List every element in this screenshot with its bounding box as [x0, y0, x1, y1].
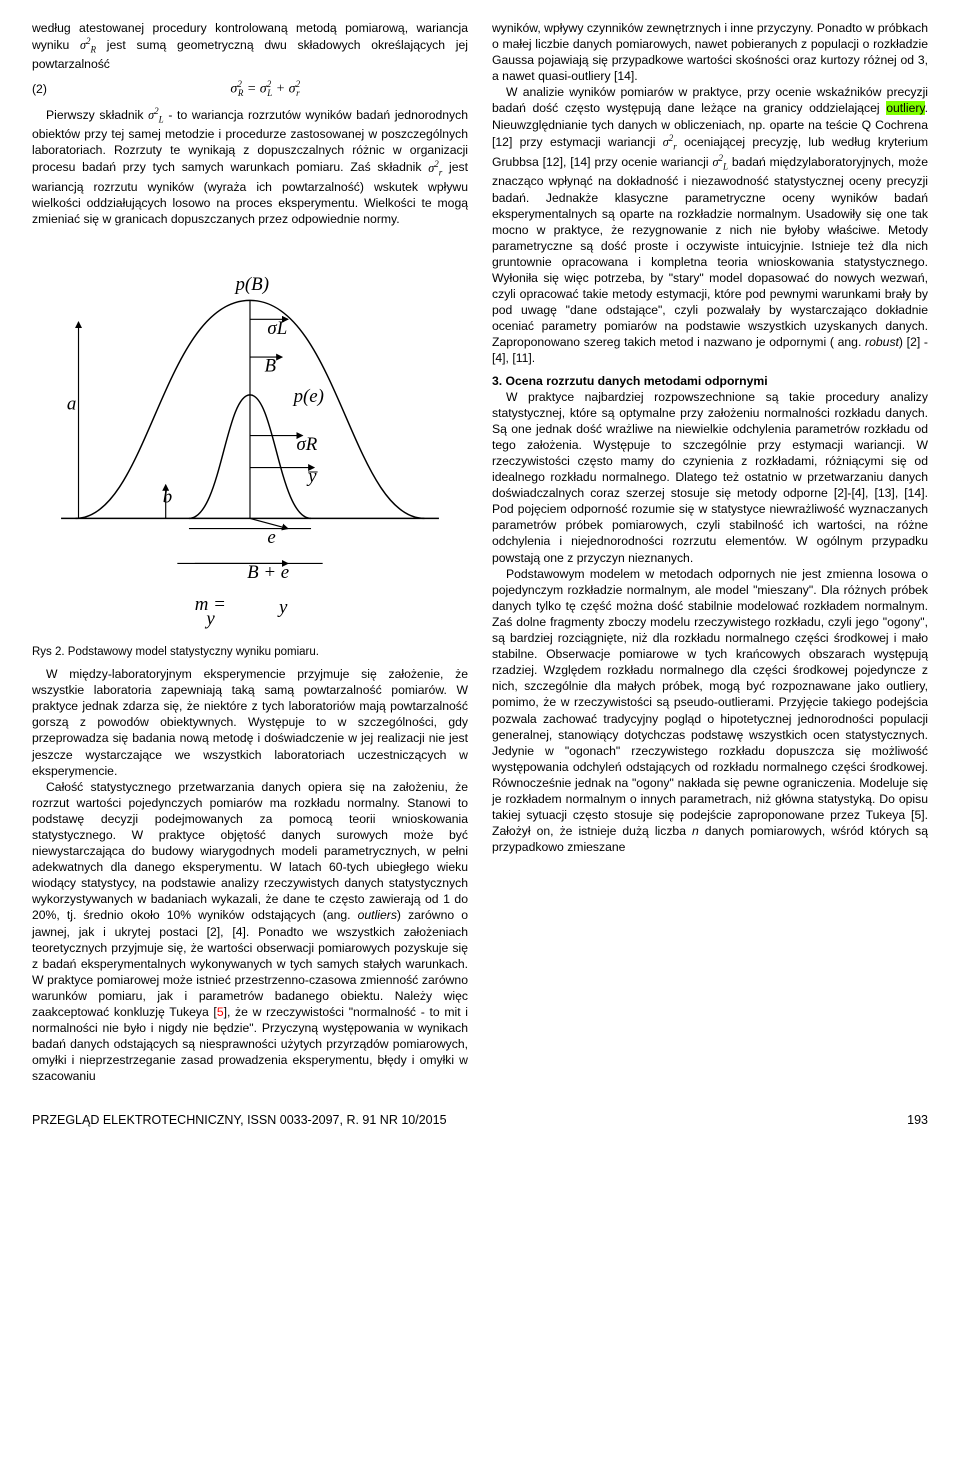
- section-3-heading: 3. Ocena rozrzutu danych metodami odporn…: [492, 373, 928, 389]
- svg-text:σR: σR: [297, 434, 318, 455]
- text: W analizie wyników pomiarów w praktyce, …: [492, 85, 928, 115]
- text: jest sumą geometryczną dwu składowych ok…: [32, 38, 468, 71]
- text: Całość statystycznego przetwarzania dany…: [32, 780, 468, 923]
- left-p1: według atestowanej procedury kontrolowan…: [32, 20, 468, 73]
- figure-2-svg: p(B)σLBp(e)σRy̅abeB + em =yy: [32, 235, 468, 635]
- italic-n: n: [692, 824, 699, 838]
- italic-robust: robust: [865, 335, 899, 349]
- equation-2: (2) σ2R = σ2L + σ2r: [32, 79, 468, 100]
- svg-text:p(e): p(e): [292, 386, 324, 407]
- figure-2: p(B)σLBp(e)σRy̅abeB + em =yy: [32, 235, 468, 639]
- svg-text:y: y: [204, 609, 215, 630]
- svg-text:e: e: [267, 527, 275, 548]
- svg-text:B: B: [265, 356, 277, 377]
- svg-text:σL: σL: [267, 318, 287, 339]
- sigma-r2: σ2r: [428, 161, 442, 175]
- sigma-L2: σ2L: [148, 108, 164, 122]
- red-ref-5: 5: [217, 1005, 224, 1019]
- right-column: wyników, wpływy czynników zewnętrznych i…: [492, 20, 928, 1084]
- text: Podstawowym modelem w metodach odpornych…: [492, 567, 928, 839]
- svg-text:y̅: y̅: [306, 466, 318, 487]
- figure-2-caption: Rys 2. Podstawowy model statystyczny wyn…: [32, 645, 468, 660]
- left-column: według atestowanej procedury kontrolowan…: [32, 20, 468, 1084]
- right-p1: wyników, wpływy czynników zewnętrznych i…: [492, 20, 928, 84]
- sigma-r2-b: σ2r: [663, 135, 677, 149]
- text: ) zarówno o jawnej, jak i ukrytej postac…: [32, 908, 468, 1019]
- right-p2: W analizie wyników pomiarów w praktyce, …: [492, 84, 928, 366]
- svg-text:B + e: B + e: [247, 562, 289, 583]
- svg-text:y: y: [277, 597, 288, 618]
- footer-journal: PRZEGLĄD ELEKTROTECHNICZNY, ISSN 0033-20…: [32, 1112, 447, 1129]
- left-p3: W między-laboratoryjnym eksperymencie pr…: [32, 666, 468, 779]
- text: Pierwszy składnik: [46, 108, 148, 122]
- sigma-L2-b: σ2L: [712, 155, 728, 169]
- footer-page-number: 193: [907, 1112, 928, 1129]
- italic-outliers: outliers: [358, 908, 397, 922]
- svg-text:b: b: [163, 487, 172, 508]
- page-footer: PRZEGLĄD ELEKTROTECHNICZNY, ISSN 0033-20…: [32, 1112, 928, 1129]
- highlight-outliery: outliery: [886, 101, 924, 115]
- right-p3: W praktyce najbardziej rozpowszechnione …: [492, 389, 928, 566]
- left-p2: Pierwszy składnik σ2L - to wariancja roz…: [32, 106, 468, 227]
- svg-text:a: a: [67, 394, 76, 415]
- eq-number: (2): [32, 81, 62, 97]
- sigma-R2: σ2R: [80, 38, 96, 52]
- text: badań międzylaboratoryjnych, może znaczą…: [492, 155, 928, 349]
- left-p4: Całość statystycznego przetwarzania dany…: [32, 779, 468, 1085]
- svg-text:p(B): p(B): [233, 274, 269, 295]
- two-column-layout: według atestowanej procedury kontrolowan…: [32, 20, 928, 1084]
- eq-body: σ2R = σ2L + σ2r: [62, 79, 468, 100]
- right-p4: Podstawowym modelem w metodach odpornych…: [492, 566, 928, 856]
